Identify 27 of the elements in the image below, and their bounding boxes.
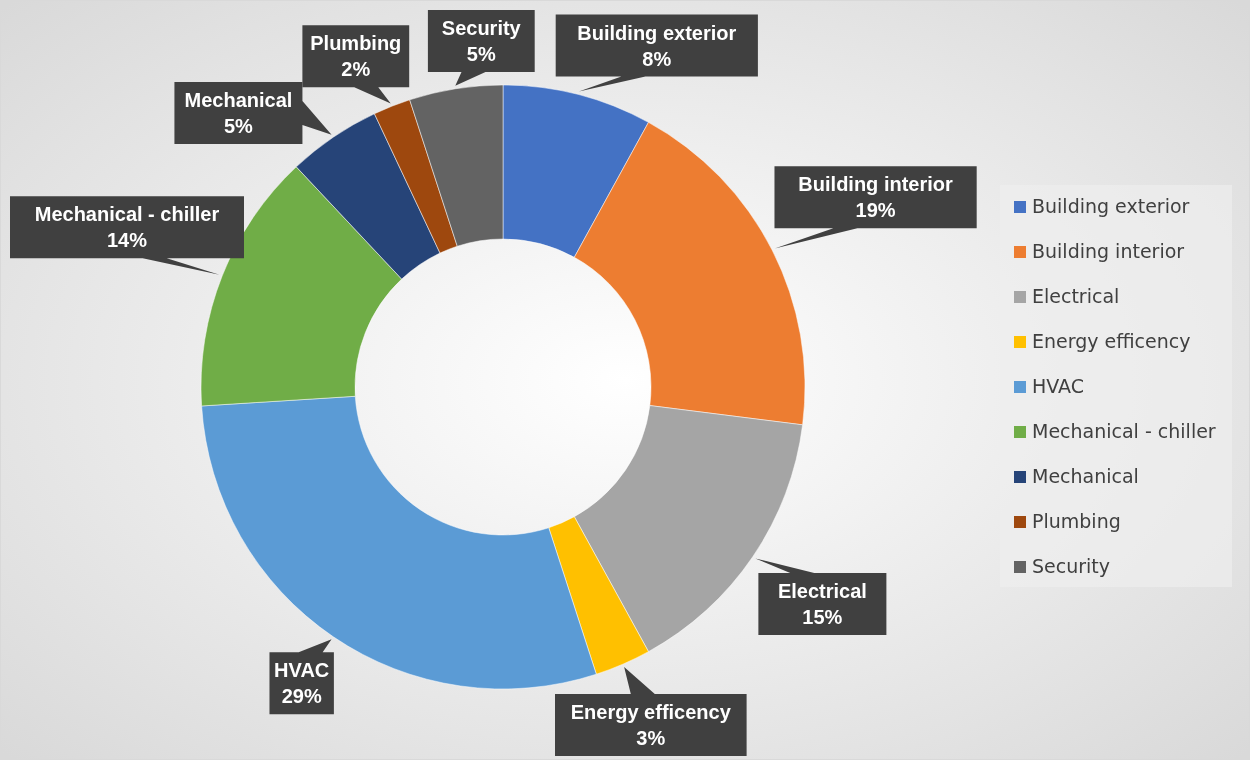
data-label: 29% (281, 685, 322, 708)
slice-label: Plumbing (310, 32, 402, 55)
slice-label: Building exterior (577, 21, 737, 44)
slice-label: Electrical (777, 580, 867, 603)
data-label: 5% (223, 114, 254, 137)
data-label: 5% (466, 42, 496, 65)
data-label: 19% (855, 199, 896, 222)
legend-label: Mechanical (1032, 465, 1139, 487)
legend-label: Building interior (1032, 240, 1185, 262)
slice-label: Energy efficency (570, 701, 732, 723)
slice-label: HVAC (274, 659, 330, 682)
slice-label: Security (441, 16, 522, 39)
slice-label: Building interior (798, 173, 954, 196)
data-label: 8% (642, 47, 672, 70)
legend-label: Electrical (1032, 285, 1120, 307)
slice-label: Mechanical (184, 88, 293, 111)
legend-label: Mechanical - chiller (1032, 420, 1216, 442)
data-label: 15% (802, 606, 843, 629)
legend-label: Energy efficency (1032, 330, 1191, 352)
legend-label: Security (1032, 555, 1111, 577)
slice-label: Mechanical - chiller (34, 203, 220, 226)
data-label: 3% (636, 727, 666, 749)
legend-label: HVAC (1032, 375, 1084, 397)
legend-label: Building exterior (1032, 195, 1190, 217)
legend-label: Plumbing (1032, 510, 1121, 532)
data-label: 2% (341, 58, 371, 81)
data-label: 14% (106, 229, 148, 252)
